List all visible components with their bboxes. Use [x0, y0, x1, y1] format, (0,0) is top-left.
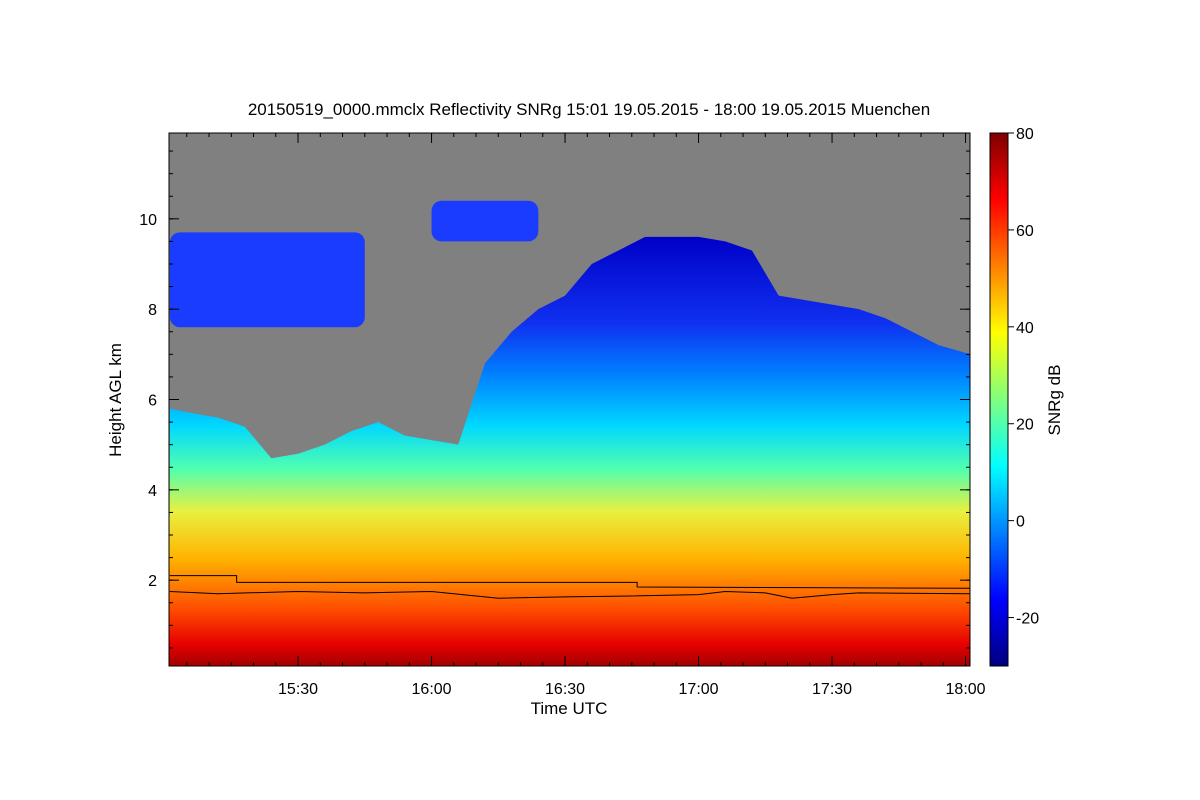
y-tick-label: 10	[139, 212, 157, 229]
colorbar-label: SNRg dB	[1045, 365, 1064, 436]
y-tick-label: 2	[148, 573, 157, 590]
colorbar-tick-label: 60	[1016, 223, 1034, 240]
chart-title: 20150519_0000.mmclx Reflectivity SNRg 15…	[248, 100, 930, 119]
boundary-line	[169, 575, 970, 589]
colorbar-tick-label: 0	[1016, 514, 1025, 531]
boundary-lines	[169, 575, 970, 599]
x-axis: 15:30 16:00 16:30 17:00 17:30 18:00	[186, 133, 986, 698]
boundary-line	[169, 590, 970, 599]
x-axis-label: Time UTC	[531, 699, 608, 718]
colorbar-tick-label: -20	[1016, 611, 1039, 628]
colorbar-ramp	[989, 132, 1009, 667]
y-tick-label: 8	[148, 302, 157, 319]
plot-area	[169, 133, 970, 666]
upper-cloud-patch	[169, 232, 365, 328]
upper-cloud-patch	[431, 200, 539, 242]
colorbar-tick-label: 20	[1016, 417, 1034, 434]
cloud-body	[169, 236, 970, 666]
reflectivity-field	[169, 200, 970, 666]
colorbar: -20 0 20 40 60 80 SNRg dB	[989, 126, 1064, 667]
colorbar-tick-label: 40	[1016, 320, 1034, 337]
x-tick-label: 16:30	[545, 681, 585, 698]
colorbar-tick-label: 80	[1016, 126, 1034, 143]
y-axis-label: Height AGL km	[106, 343, 125, 457]
x-tick-label: 17:30	[812, 681, 852, 698]
y-tick-label: 6	[148, 393, 157, 410]
y-axis: 2 4 6 8 10	[139, 150, 970, 649]
x-tick-label: 17:00	[679, 681, 719, 698]
x-tick-label: 18:00	[946, 681, 986, 698]
y-tick-label: 4	[148, 483, 157, 500]
x-tick-label: 16:00	[412, 681, 452, 698]
colorbar-ticks: -20 0 20 40 60 80	[1008, 126, 1039, 628]
x-tick-label: 15:30	[278, 681, 318, 698]
